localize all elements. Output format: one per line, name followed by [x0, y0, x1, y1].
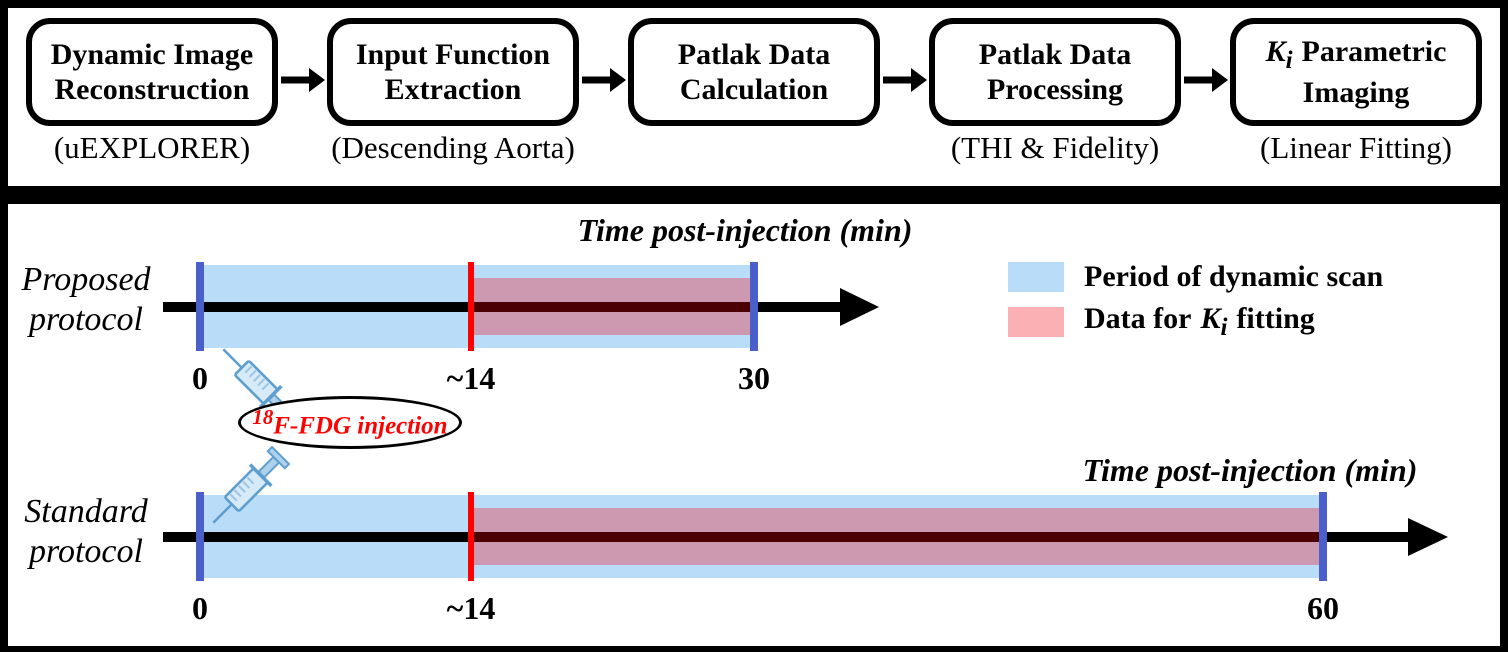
flow-box: Ki Parametric Imaging	[1230, 18, 1482, 126]
flow-step-patlak-data-processing: Patlak Data Processing (THI & Fidelity)	[929, 18, 1181, 166]
standard-end-marker	[1319, 492, 1327, 581]
flow-box-line1: Patlak Data	[677, 37, 831, 71]
flow-box-line2: Reconstruction	[54, 73, 250, 106]
legend-label: Period of dynamic scan	[1084, 260, 1384, 293]
pipeline-flowchart-panel: Dynamic Image Reconstruction (uEXPLORER)…	[8, 8, 1500, 186]
ki-subscript: i	[1285, 46, 1293, 74]
injection-callout: 18F-FDG injection	[238, 396, 462, 449]
flow-step-dynamic-image-reconstruction: Dynamic Image Reconstruction (uEXPLORER)	[26, 18, 278, 166]
flow-box-line2: Imaging	[1302, 76, 1410, 110]
flow-box-line1: Input Function	[355, 37, 551, 71]
ki-fitting-swatch	[1008, 307, 1064, 337]
proposed-ki-fitting-band	[472, 278, 754, 335]
flow-box-line1: Ki Parametric	[1265, 34, 1447, 74]
proposed-protocol-label: Proposed protocol	[21, 261, 151, 339]
protocol-timeline-panel: Time post-injection (min) Proposed proto…	[8, 204, 1500, 646]
standard-timeline-arrowhead	[1408, 518, 1448, 556]
standard-mid-marker	[468, 492, 474, 581]
flow-box-line1: Patlak Data	[978, 37, 1132, 71]
standard-tick-60: 60	[1307, 590, 1339, 626]
dynamic-scan-swatch	[1008, 262, 1064, 292]
flow-box: Patlak Data Calculation	[628, 18, 880, 126]
ki-symbol: K	[1200, 302, 1221, 335]
standard-start-marker	[196, 492, 204, 581]
flow-box-line2: Processing	[986, 73, 1124, 106]
ki-symbol: K	[1265, 34, 1286, 68]
proposed-tick-0: 0	[192, 360, 208, 396]
flow-box-line2: Extraction	[384, 73, 522, 106]
flow-arrow-icon	[1183, 66, 1228, 99]
standard-protocol-label: Standard protocol	[24, 493, 148, 571]
proposed-tick-14: ~14	[446, 360, 496, 396]
isotope-superscript: 18	[252, 404, 274, 429]
flow-step-ki-parametric-imaging: Ki Parametric Imaging (Linear Fitting)	[1230, 18, 1482, 166]
proposed-axis-title: Time post-injection (min)	[577, 212, 913, 248]
injection-text: F-FDG injection	[273, 412, 448, 440]
flow-box-subtitle: (uEXPLORER)	[53, 130, 251, 165]
flow-step-input-function-extraction: Input Function Extraction (Descending Ao…	[327, 18, 579, 166]
standard-axis-title: Time post-injection (min)	[1082, 452, 1418, 488]
standard-ki-fitting-band	[472, 508, 1323, 565]
flow-box: Dynamic Image Reconstruction	[26, 18, 278, 126]
legend: Period of dynamic scan Data for Ki fitting	[1008, 260, 1383, 342]
standard-timeline-arrow-shaft	[163, 532, 1408, 542]
flow-box-subtitle: (Linear Fitting)	[1260, 130, 1452, 165]
proposed-tick-30: 30	[738, 360, 770, 396]
legend-item-ki-fitting: Data for Ki fitting	[1008, 302, 1383, 342]
flow-step-patlak-data-calculation: Patlak Data Calculation	[628, 18, 880, 130]
flow-box: Patlak Data Processing	[929, 18, 1181, 126]
proposed-mid-marker	[468, 262, 474, 351]
flow-box-subtitle: (THI & Fidelity)	[950, 130, 1160, 165]
proposed-end-marker	[750, 262, 758, 351]
standard-tick-0: 0	[192, 590, 208, 626]
flow-box-line1: Dynamic Image	[50, 37, 254, 71]
proposed-timeline-arrow-shaft	[163, 302, 840, 312]
proposed-timeline-arrowhead	[840, 288, 879, 326]
proposed-start-marker	[196, 262, 204, 351]
flow-arrow-icon	[280, 66, 325, 99]
pipeline-flow: Dynamic Image Reconstruction (uEXPLORER)…	[8, 8, 1500, 166]
flow-box-line2: Calculation	[679, 73, 829, 106]
syringe-icon	[199, 439, 298, 538]
flow-arrow-icon	[581, 66, 626, 99]
flow-box-subtitle: (Descending Aorta)	[331, 130, 575, 165]
legend-label: Data for Ki fitting	[1084, 302, 1315, 341]
standard-tick-14: ~14	[446, 590, 496, 626]
ki-subscript: i	[1220, 314, 1228, 341]
legend-item-dynamic-scan: Period of dynamic scan	[1008, 260, 1383, 294]
flow-arrow-icon	[882, 66, 927, 99]
flow-box: Input Function Extraction	[327, 18, 579, 126]
